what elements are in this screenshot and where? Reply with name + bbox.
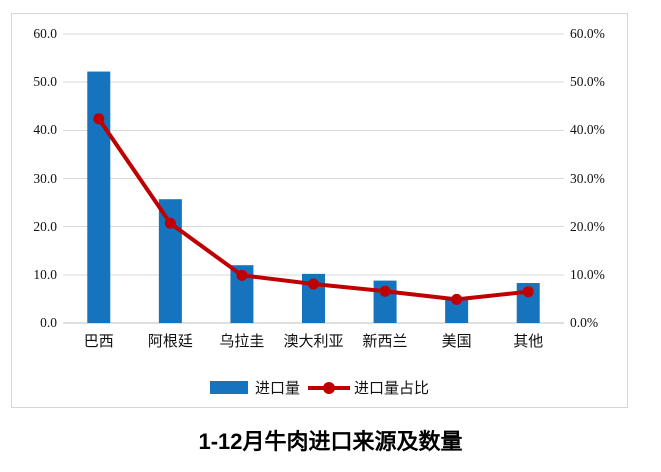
plot-area	[63, 33, 564, 324]
y-axis-right-tick: 40.0%	[570, 122, 605, 138]
line-marker-新西兰	[379, 285, 391, 297]
legend-bar-label: 进口量	[254, 381, 300, 397]
bar-巴西	[87, 71, 111, 323]
category-label-乌拉圭: 乌拉圭	[219, 334, 265, 350]
category-label-阿根廷: 阿根廷	[147, 334, 193, 350]
category-label-巴西: 巴西	[83, 334, 114, 350]
bar-乌拉圭	[230, 265, 254, 323]
line-marker-其他	[522, 286, 534, 298]
line-marker-乌拉圭	[236, 269, 248, 281]
category-label-新西兰: 新西兰	[362, 334, 408, 350]
legend-item-share: 进口量占比	[308, 377, 429, 398]
y-axis-left-tick: 30.0	[33, 170, 57, 186]
category-label-其他: 其他	[513, 334, 544, 350]
line-marker-美国	[451, 293, 463, 305]
chart-panel: 0.0 10.0 20.0 30.0 40.0 50.0 60.0 0.0% 10.0% 20.…	[11, 13, 628, 408]
legend: 进口量 进口量占比	[12, 377, 627, 398]
y-axis-right-tick: 0.0%	[570, 315, 599, 330]
y-axis-right-tick: 20.0%	[570, 218, 605, 234]
y-axis-left-tick: 20.0	[33, 218, 57, 234]
y-axis-right-tick: 60.0%	[570, 26, 605, 41]
chart-title: 1-12月牛肉进口来源及数量	[198, 429, 463, 454]
line-marker-阿根廷	[164, 217, 176, 229]
line-marker-澳大利亚	[308, 278, 319, 290]
y-axis-left-tick: 50.0	[33, 74, 57, 90]
y-axis-left-tick: 0.0	[40, 315, 57, 330]
y-axis-right-tick: 50.0%	[570, 74, 605, 90]
legend-line-label: 进口量占比	[354, 381, 430, 397]
y-axis-left-tick: 60.0	[33, 26, 57, 41]
y-axis-right-tick: 10.0%	[570, 266, 605, 282]
category-label-美国: 美国	[441, 334, 472, 350]
y-axis-left-tick: 10.0	[33, 266, 57, 282]
category-label-澳大利亚: 澳大利亚	[283, 334, 344, 350]
y-axis-right-tick: 30.0%	[570, 170, 605, 186]
bar-美国	[445, 297, 469, 323]
bar-阿根廷	[158, 199, 182, 323]
legend-line-swatch-icon	[308, 381, 350, 394]
line-marker-巴西	[93, 113, 105, 125]
legend-bar-swatch-icon	[209, 381, 248, 394]
legend-item-imports: 进口量	[209, 377, 300, 398]
y-axis-left-tick: 40.0	[33, 122, 57, 138]
